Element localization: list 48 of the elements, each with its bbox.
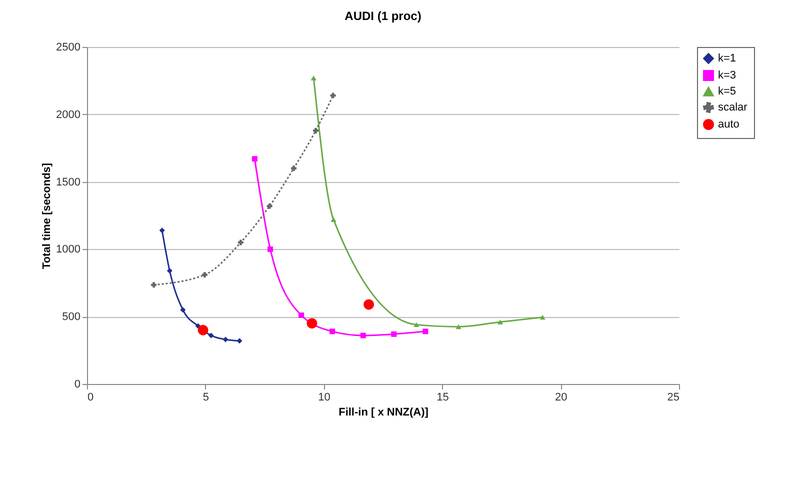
- y-tick-label: 500: [62, 311, 80, 324]
- point: [166, 268, 172, 274]
- point: [298, 312, 304, 318]
- legend-label: k=5: [718, 86, 736, 98]
- point: [268, 246, 274, 252]
- point: [364, 299, 374, 310]
- point: [180, 307, 186, 313]
- legend-label: k=3: [718, 70, 736, 82]
- x-tick-label: 10: [318, 392, 330, 404]
- point: [159, 228, 165, 234]
- point: [310, 76, 316, 80]
- legend-label: scalar: [718, 102, 748, 114]
- point: [306, 318, 318, 329]
- y-tick-label: 2500: [56, 42, 80, 54]
- point: [330, 328, 336, 334]
- point: [422, 328, 428, 334]
- x-axis-title: Fill-in [ x NNZ(A)]: [338, 406, 429, 418]
- y-axis-title: Total time [seconds]: [41, 162, 54, 270]
- point: [456, 324, 462, 330]
- point: [360, 332, 366, 338]
- point: [198, 324, 208, 336]
- point: [313, 128, 318, 134]
- x-tick-label: 0: [88, 392, 94, 404]
- point: [236, 338, 242, 344]
- x-tick-label: 25: [667, 392, 680, 404]
- point: [266, 203, 272, 209]
- legend-label: auto: [718, 118, 740, 130]
- point: [151, 282, 157, 288]
- point: [391, 331, 397, 337]
- x-tick-label: 5: [202, 392, 209, 404]
- y-tick-label: 1000: [56, 244, 80, 256]
- x-tick-label: 15: [436, 392, 449, 404]
- chart-title: AUDI (1 proc): [344, 9, 422, 23]
- point: [238, 240, 244, 246]
- point: [222, 336, 228, 342]
- y-tick-label: 2000: [56, 108, 80, 121]
- point: [208, 332, 214, 338]
- point: [540, 314, 546, 320]
- point: [252, 156, 258, 162]
- point: [497, 320, 503, 324]
- x-tick-label: 20: [554, 392, 568, 404]
- y-tick-label: 0: [74, 378, 80, 390]
- point: [202, 272, 208, 278]
- y-tick-label: 1500: [56, 176, 80, 188]
- point: [330, 92, 336, 98]
- point: [414, 322, 420, 328]
- legend-label: k=1: [718, 52, 736, 64]
- point: [290, 166, 296, 172]
